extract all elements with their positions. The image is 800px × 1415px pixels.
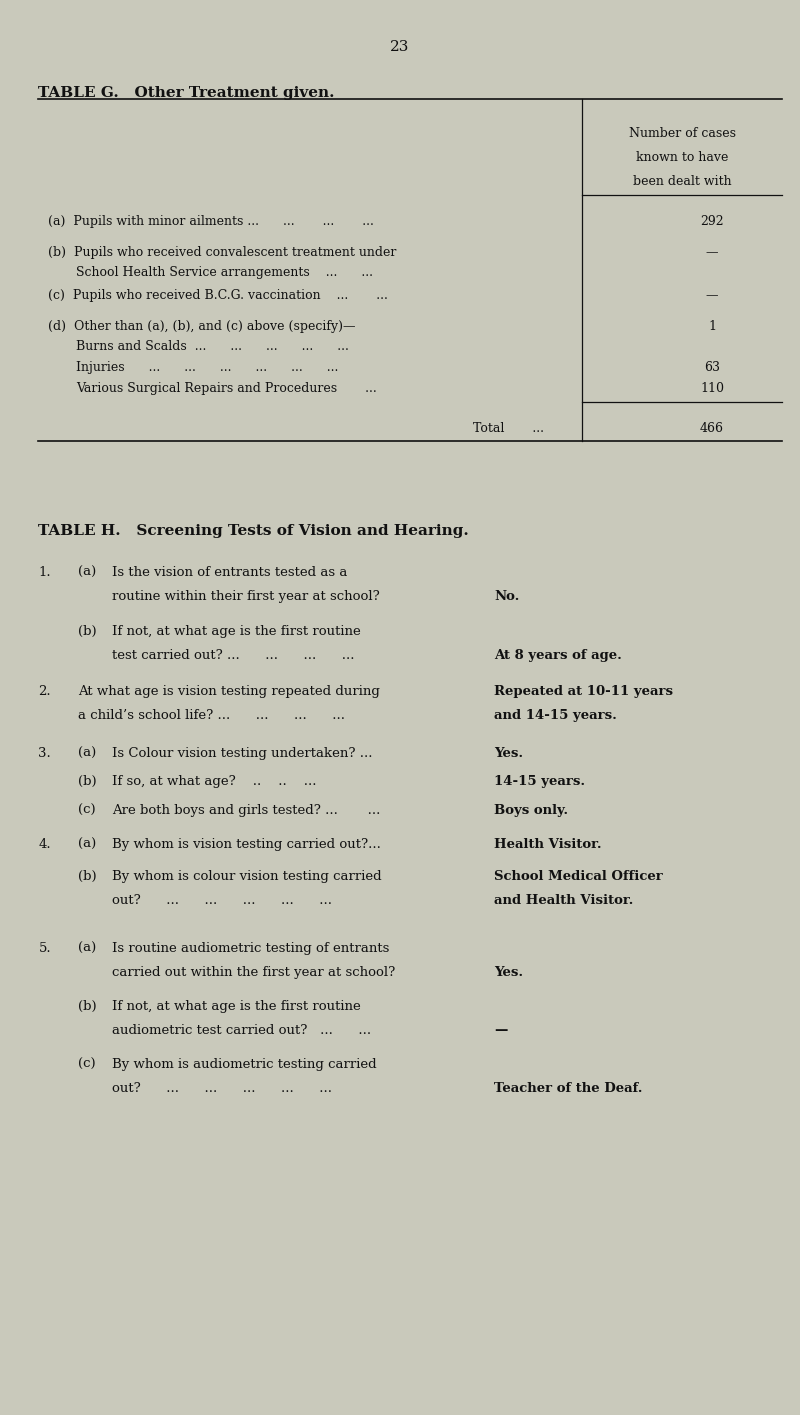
Text: (b): (b)	[78, 870, 97, 883]
Text: carried out within the first year at school?: carried out within the first year at sch…	[112, 966, 395, 979]
Text: 110: 110	[700, 382, 724, 395]
Text: (a): (a)	[78, 942, 97, 955]
Text: By whom is colour vision testing carried: By whom is colour vision testing carried	[112, 870, 382, 883]
Text: (a): (a)	[78, 838, 97, 850]
Text: If not, at what age is the first routine: If not, at what age is the first routine	[112, 625, 361, 638]
Text: routine within their first year at school?: routine within their first year at schoo…	[112, 590, 380, 603]
Text: (b): (b)	[78, 775, 97, 788]
Text: —: —	[706, 289, 718, 301]
Text: (c): (c)	[78, 804, 96, 816]
Text: been dealt with: been dealt with	[633, 175, 732, 188]
Text: (a): (a)	[78, 747, 97, 760]
Text: Yes.: Yes.	[494, 966, 523, 979]
Text: 4.: 4.	[38, 838, 51, 850]
Text: 63: 63	[704, 361, 720, 374]
Text: (c): (c)	[78, 1058, 96, 1071]
Text: (c)  Pupils who received B.C.G. vaccination    ...       ...: (c) Pupils who received B.C.G. vaccinati…	[48, 289, 388, 301]
Text: (b)  Pupils who received convalescent treatment under: (b) Pupils who received convalescent tre…	[48, 246, 396, 259]
Text: Are both boys and girls tested? ...       ...: Are both boys and girls tested? ... ...	[112, 804, 380, 816]
Text: test carried out? ...      ...      ...      ...: test carried out? ... ... ... ...	[112, 649, 354, 662]
Text: Health Visitor.: Health Visitor.	[494, 838, 602, 850]
Text: known to have: known to have	[636, 151, 729, 164]
Text: At 8 years of age.: At 8 years of age.	[494, 649, 622, 662]
Text: Teacher of the Deaf.: Teacher of the Deaf.	[494, 1082, 643, 1095]
Text: Total       ...: Total ...	[473, 422, 544, 434]
Text: audiometric test carried out?   ...      ...: audiometric test carried out? ... ...	[112, 1024, 371, 1037]
Text: School Medical Officer: School Medical Officer	[494, 870, 663, 883]
Text: 14-15 years.: 14-15 years.	[494, 775, 586, 788]
Text: (b): (b)	[78, 625, 97, 638]
Text: 466: 466	[700, 422, 724, 434]
Text: School Health Service arrangements    ...      ...: School Health Service arrangements ... .…	[76, 266, 373, 279]
Text: 1.: 1.	[38, 566, 51, 579]
Text: No.: No.	[494, 590, 520, 603]
Text: out?      ...      ...      ...      ...      ...: out? ... ... ... ... ...	[112, 894, 332, 907]
Text: Is routine audiometric testing of entrants: Is routine audiometric testing of entran…	[112, 942, 390, 955]
Text: 3.: 3.	[38, 747, 51, 760]
Text: out?      ...      ...      ...      ...      ...: out? ... ... ... ... ...	[112, 1082, 332, 1095]
Text: At what age is vision testing repeated during: At what age is vision testing repeated d…	[78, 685, 380, 698]
Text: —: —	[494, 1024, 508, 1037]
Text: By whom is vision testing carried out?...: By whom is vision testing carried out?..…	[112, 838, 381, 850]
Text: (b): (b)	[78, 1000, 97, 1013]
Text: Is the vision of entrants tested as a: Is the vision of entrants tested as a	[112, 566, 347, 579]
Text: Burns and Scalds  ...      ...      ...      ...      ...: Burns and Scalds ... ... ... ... ...	[76, 340, 349, 352]
Text: 23: 23	[390, 40, 410, 54]
Text: (a): (a)	[78, 566, 97, 579]
Text: 292: 292	[700, 215, 724, 228]
Text: (a)  Pupils with minor ailments ...      ...       ...       ...: (a) Pupils with minor ailments ... ... .…	[48, 215, 374, 228]
Text: —: —	[706, 246, 718, 259]
Text: and Health Visitor.: and Health Visitor.	[494, 894, 634, 907]
Text: Yes.: Yes.	[494, 747, 523, 760]
Text: Number of cases: Number of cases	[629, 127, 736, 140]
Text: 2.: 2.	[38, 685, 51, 698]
Text: Is Colour vision testing undertaken? ...: Is Colour vision testing undertaken? ...	[112, 747, 373, 760]
Text: 5.: 5.	[38, 942, 51, 955]
Text: 1: 1	[708, 320, 716, 333]
Text: TABLE G.   Other Treatment given.: TABLE G. Other Treatment given.	[38, 86, 335, 100]
Text: TABLE H.   Screening Tests of Vision and Hearing.: TABLE H. Screening Tests of Vision and H…	[38, 524, 469, 538]
Text: If so, at what age?    ..    ..    ...: If so, at what age? .. .. ...	[112, 775, 317, 788]
Text: If not, at what age is the first routine: If not, at what age is the first routine	[112, 1000, 361, 1013]
Text: (d)  Other than (a), (b), and (c) above (specify)—: (d) Other than (a), (b), and (c) above (…	[48, 320, 355, 333]
Text: and 14-15 years.: and 14-15 years.	[494, 709, 618, 722]
Text: Various Surgical Repairs and Procedures       ...: Various Surgical Repairs and Procedures …	[76, 382, 377, 395]
Text: Injuries      ...      ...      ...      ...      ...      ...: Injuries ... ... ... ... ... ...	[76, 361, 338, 374]
Text: By whom is audiometric testing carried: By whom is audiometric testing carried	[112, 1058, 377, 1071]
Text: a child’s school life? ...      ...      ...      ...: a child’s school life? ... ... ... ...	[78, 709, 346, 722]
Text: Repeated at 10-11 years: Repeated at 10-11 years	[494, 685, 674, 698]
Text: Boys only.: Boys only.	[494, 804, 569, 816]
